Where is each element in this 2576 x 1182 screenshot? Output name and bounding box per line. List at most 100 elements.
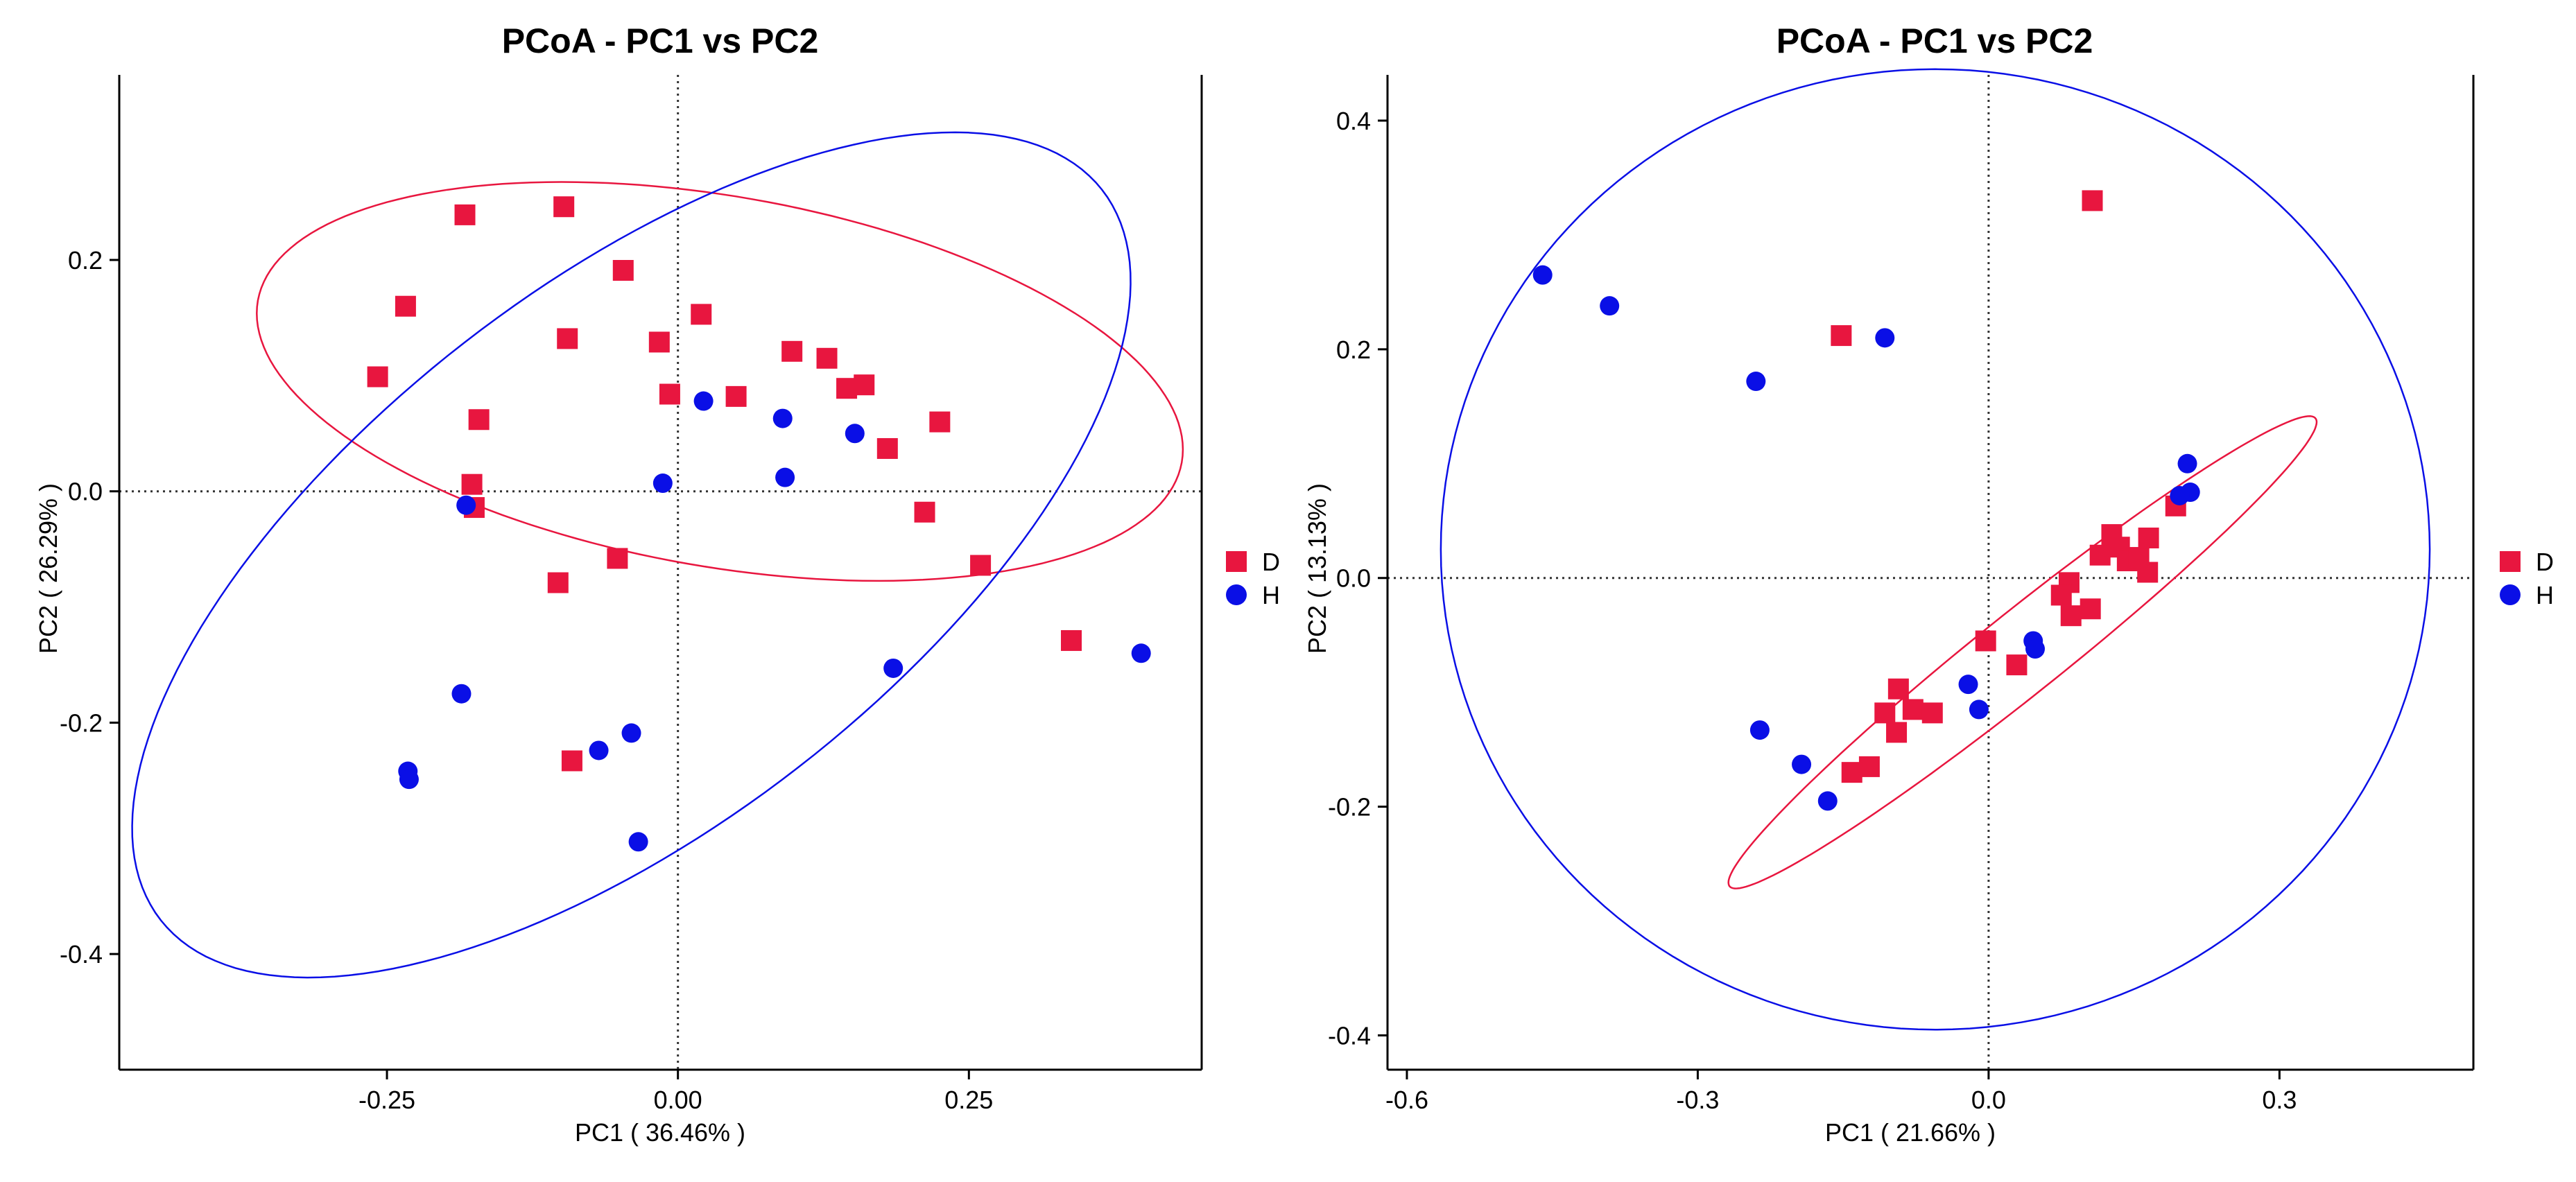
point-H <box>2025 639 2046 659</box>
point-H <box>451 684 472 704</box>
point-D <box>1886 722 1908 743</box>
point-H <box>589 740 609 761</box>
ellipse-H <box>1440 68 2431 1031</box>
x-tick-label: -0.3 <box>1676 1086 1719 1114</box>
y-tick-label: -0.2 <box>60 709 103 737</box>
legend-marker-H <box>1226 584 1247 605</box>
point-D <box>454 204 476 225</box>
point-D <box>1975 630 1996 652</box>
point-D <box>648 331 670 353</box>
point-H <box>2170 485 2190 505</box>
ellipse-H <box>131 131 1132 979</box>
confidence-ellipses <box>1440 68 2431 1031</box>
y-axis-label: PC2 ( 26.29% ) <box>34 483 62 654</box>
x-tick-label: -0.25 <box>358 1086 415 1114</box>
point-H <box>1131 643 1151 663</box>
pcoa-panel-left: PCoA - PC1 vs PC2 -0.25 0.00 0.25 -0.4 -0.2 0… <box>34 21 1280 1147</box>
point-D <box>929 411 951 433</box>
legend-label-H: H <box>1262 581 1280 609</box>
point-H <box>1532 265 1553 285</box>
point-D <box>1858 756 1880 777</box>
point-D <box>2006 654 2028 676</box>
point-D <box>612 259 634 281</box>
chart-title: PCoA - PC1 vs PC2 <box>1777 21 2093 60</box>
confidence-ellipses <box>131 131 1184 979</box>
point-D <box>816 347 838 369</box>
point-D <box>2060 605 2082 627</box>
point-H <box>772 408 793 428</box>
point-D <box>1831 325 1852 347</box>
point-D <box>607 548 628 569</box>
legend-label-D: D <box>2536 548 2554 576</box>
ellipse-D <box>1727 415 2318 889</box>
y-tick-label: -0.4 <box>1328 1022 1371 1050</box>
point-D <box>1841 762 1862 783</box>
y-tick-label: 0.2 <box>1336 336 1371 364</box>
point-D <box>1874 702 1896 724</box>
x-tick-label: 0.3 <box>2262 1086 2297 1114</box>
point-H <box>1958 675 1978 695</box>
point-D <box>553 196 575 218</box>
ellipse-D <box>256 181 1184 582</box>
point-D <box>461 473 483 495</box>
point-D <box>1921 702 1943 724</box>
point-D <box>854 374 875 396</box>
x-tick-label: 0.25 <box>944 1086 993 1114</box>
data-points <box>1532 190 2200 811</box>
point-H <box>693 391 714 411</box>
point-D <box>2050 584 2072 606</box>
pcoa-panel-right: PCoA - PC1 vs PC2 -0.6 -0.3 0.0 0.3 -0.4 -0.2… <box>1303 21 2554 1147</box>
point-H <box>456 495 476 515</box>
data-points <box>367 196 1151 852</box>
legend: D H <box>2500 548 2554 609</box>
y-tick-label: 0.0 <box>68 478 103 506</box>
y-axis-label: PC2 ( 13.13% ) <box>1303 483 1331 654</box>
point-D <box>2137 562 2159 583</box>
point-D <box>1902 699 1924 720</box>
point-D <box>1061 629 1082 651</box>
point-D <box>659 383 680 405</box>
legend-marker-D <box>2500 551 2521 572</box>
point-H <box>775 467 795 487</box>
legend-label-H: H <box>2536 581 2554 609</box>
point-D <box>468 409 490 431</box>
point-D <box>970 555 992 576</box>
legend-marker-D <box>1226 551 1247 572</box>
point-D <box>836 378 858 399</box>
legend-label-D: D <box>1262 548 1280 576</box>
point-D <box>2082 190 2103 211</box>
y-tick-label: 0.2 <box>68 246 103 275</box>
zero-reference-lines <box>1388 75 2473 1070</box>
point-H <box>652 473 673 494</box>
point-D <box>725 385 747 407</box>
point-H <box>883 658 904 678</box>
point-H <box>1792 754 1812 774</box>
point-H <box>1817 791 1838 811</box>
point-D <box>2089 544 2111 566</box>
x-tick-label: -0.6 <box>1385 1086 1428 1114</box>
point-D <box>781 340 803 362</box>
point-H <box>621 723 641 743</box>
point-H <box>2177 453 2197 473</box>
y-tick-label: 0.0 <box>1336 564 1371 593</box>
point-H <box>845 424 865 444</box>
y-tick-label: 0.4 <box>1336 107 1371 135</box>
point-D <box>557 328 578 349</box>
legend-marker-H <box>2500 584 2521 605</box>
axes: -0.25 0.00 0.25 -0.4 -0.2 0.0 0.2 <box>60 75 1203 1114</box>
point-D <box>876 437 898 459</box>
point-H <box>1969 699 1989 720</box>
x-axis-label: PC1 ( 21.66% ) <box>1825 1118 1996 1147</box>
zero-reference-lines <box>119 75 1202 1070</box>
point-D <box>561 750 582 772</box>
point-D <box>2138 528 2159 549</box>
y-tick-label: -0.4 <box>60 940 103 968</box>
point-D <box>1887 678 1909 699</box>
y-tick-label: -0.2 <box>1328 793 1371 822</box>
chart-title: PCoA - PC1 vs PC2 <box>502 21 819 60</box>
point-H <box>1875 328 1895 348</box>
point-H <box>1749 720 1770 740</box>
x-tick-label: 0.0 <box>1971 1086 2006 1114</box>
